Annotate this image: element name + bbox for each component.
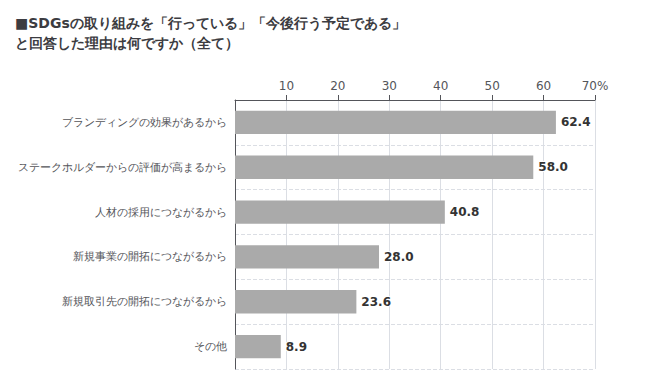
svg-text:8.9: 8.9 — [286, 340, 307, 354]
svg-text:と回答した理由は何ですか（全て）: と回答した理由は何ですか（全て） — [15, 35, 239, 51]
svg-text:23.6: 23.6 — [361, 295, 391, 309]
svg-text:ステークホルダーからの評価が高まるから: ステークホルダーからの評価が高まるから — [18, 161, 227, 174]
svg-text:58.0: 58.0 — [538, 160, 568, 174]
svg-text:60: 60 — [536, 79, 551, 93]
svg-text:10: 10 — [279, 79, 294, 93]
svg-text:62.4: 62.4 — [561, 115, 591, 129]
svg-text:20: 20 — [330, 79, 345, 93]
svg-text:新規事業の開拓につながるから: 新規事業の開拓につながるから — [73, 250, 227, 263]
svg-text:70%: 70% — [582, 79, 609, 93]
svg-text:その他: その他 — [194, 340, 227, 353]
svg-text:人材の採用につながるから: 人材の採用につながるから — [95, 206, 227, 219]
svg-text:50: 50 — [485, 79, 500, 93]
svg-text:新規取引先の開拓につながるから: 新規取引先の開拓につながるから — [62, 295, 227, 308]
svg-text:40: 40 — [433, 79, 448, 93]
svg-text:40.8: 40.8 — [450, 205, 480, 219]
svg-text:28.0: 28.0 — [384, 250, 414, 264]
svg-text:30: 30 — [382, 79, 397, 93]
svg-text:■SDGsの取り組みを「行っている」「今後行う予定である」: ■SDGsの取り組みを「行っている」「今後行う予定である」 — [15, 15, 406, 32]
svg-text:ブランディングの効果があるから: ブランディングの効果があるから — [62, 116, 227, 129]
